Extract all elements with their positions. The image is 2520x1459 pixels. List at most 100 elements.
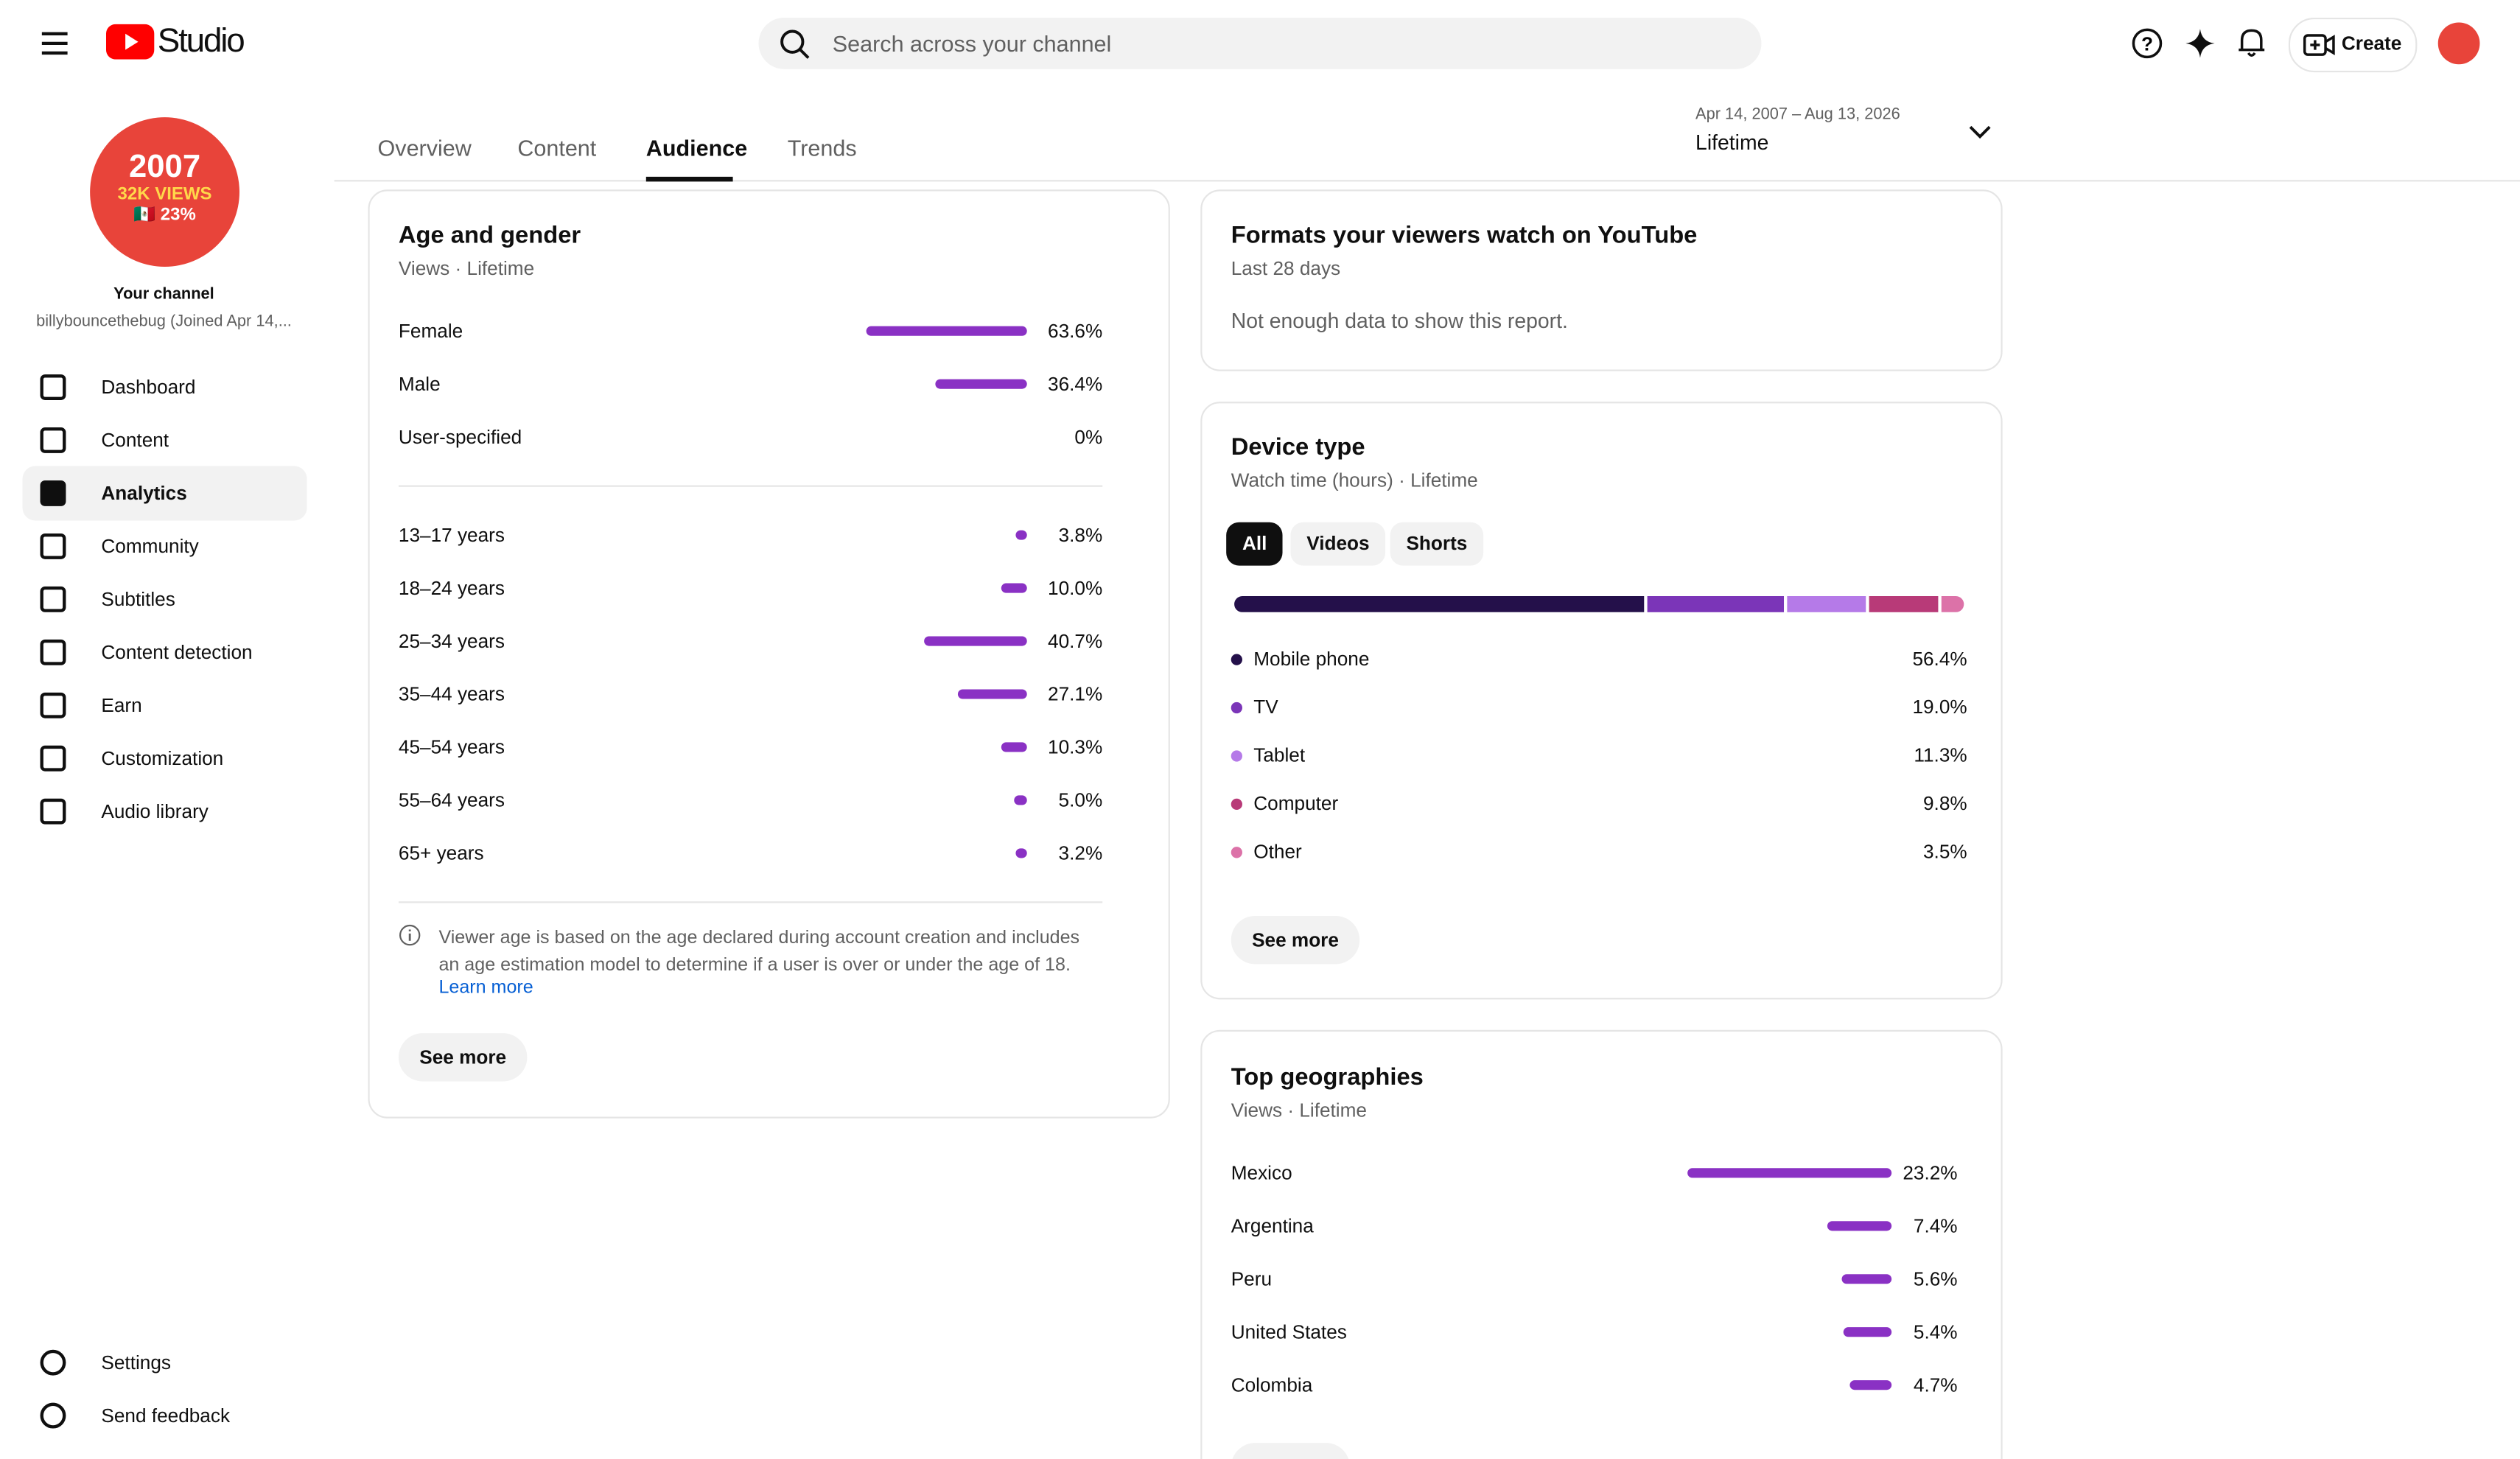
create-label: Create [2341, 32, 2402, 55]
row-label: Argentina [1231, 1214, 1314, 1238]
nav-item[interactable]: Content [101, 429, 169, 452]
device-segment [1234, 596, 1645, 612]
tab[interactable]: Content [517, 135, 597, 161]
device-label: Mobile phone [1253, 647, 1370, 671]
avatar-line: 🇲🇽 23% [133, 206, 196, 225]
device-value: 19.0% [1912, 696, 1967, 718]
row-value: 3.8% [1058, 523, 1103, 547]
bar [1015, 848, 1027, 858]
card-title: Device type [1231, 433, 1365, 461]
filter-chip[interactable]: Shorts [1390, 522, 1484, 566]
nav-item[interactable]: Content detection [101, 641, 253, 664]
device-segment [1786, 596, 1866, 612]
bar [1850, 1380, 1892, 1390]
avatar-line: 32K VIEWS [117, 184, 212, 204]
row-value: 40.7% [1048, 629, 1103, 653]
nav-item[interactable]: Community [101, 535, 199, 558]
row-label: User-specified [398, 425, 522, 449]
see-more-button[interactable] [1231, 1443, 1351, 1459]
bar [935, 379, 1027, 389]
nav-item[interactable]: Customization [101, 746, 224, 770]
bell-icon[interactable] [2237, 26, 2266, 58]
filter-chip[interactable]: Videos [1290, 522, 1386, 566]
nav-icon[interactable] [40, 639, 66, 665]
row-value: 3.2% [1058, 842, 1103, 865]
search-box[interactable]: Search across your channel [758, 17, 1762, 69]
row-value: 23.2% [1903, 1161, 1958, 1185]
nav-item[interactable]: Audio library [101, 800, 209, 823]
row-value: 4.7% [1913, 1374, 1958, 1396]
menu-icon[interactable] [41, 30, 71, 56]
nav-icon[interactable] [40, 427, 66, 453]
row-value: 10.0% [1048, 576, 1103, 600]
info-icon[interactable] [399, 924, 421, 947]
nav-icon[interactable] [40, 798, 66, 825]
row-label: 45–54 years [398, 735, 505, 759]
row-value: 5.0% [1058, 788, 1103, 812]
device-value: 56.4% [1912, 647, 1967, 671]
bar [1015, 530, 1027, 540]
nav-icon[interactable] [40, 692, 66, 718]
bar [1687, 1168, 1892, 1178]
learn-more-link[interactable]: Learn more [438, 978, 533, 998]
channel-avatar[interactable] [90, 117, 239, 267]
device-label: TV [1253, 696, 1278, 718]
row-label: Female [398, 319, 463, 343]
card-subtitle: Views · Lifetime [1231, 1099, 1367, 1122]
account-avatar[interactable] [2437, 22, 2480, 65]
card-subtitle: Views · Lifetime [398, 256, 535, 280]
create-button[interactable]: Create [2288, 17, 2418, 73]
dropdown-icon[interactable] [1969, 124, 1992, 140]
nav-icon[interactable] [40, 586, 66, 612]
legend-dot [1231, 798, 1242, 811]
row-label: Mexico [1231, 1161, 1292, 1185]
age-note: Viewer age is based on the age declared … [438, 928, 1080, 976]
nav-icon[interactable] [40, 374, 66, 400]
legend-dot [1231, 654, 1242, 665]
avatar-text: 2007 32K VIEWS 🇲🇽 23% [90, 151, 239, 228]
nav-item[interactable]: Send feedback [101, 1404, 231, 1427]
filter-chip[interactable]: All [1226, 522, 1284, 566]
row-value: 63.6% [1048, 319, 1103, 343]
see-more-button[interactable]: See more [1231, 915, 1360, 965]
row-value: 5.4% [1913, 1320, 1958, 1343]
row-label: 35–44 years [398, 682, 505, 706]
nav-icon[interactable] [40, 745, 66, 772]
row-label: Male [398, 372, 441, 396]
nav-item[interactable]: Subtitles [101, 588, 175, 611]
channel-subtitle: billybouncethebug (Joined Apr 14,... [36, 313, 292, 332]
tab[interactable]: Audience [645, 135, 748, 161]
avatar-line: 2007 [129, 149, 201, 185]
nav-item[interactable]: Dashboard [101, 376, 196, 399]
tabs-divider [334, 180, 2520, 182]
row-value: 36.4% [1048, 372, 1103, 396]
nav-item[interactable]: Earn [101, 694, 142, 717]
nav-item[interactable]: Analytics [101, 482, 187, 505]
row-label: 55–64 years [398, 788, 505, 812]
bar [958, 689, 1027, 699]
search-placeholder: Search across your channel [832, 30, 1112, 57]
help-icon[interactable]: ? [2131, 27, 2163, 60]
date-range[interactable]: Apr 14, 2007 – Aug 13, 2026 [1695, 105, 1900, 124]
nav-icon[interactable] [40, 480, 66, 506]
nav-item[interactable]: Settings [101, 1351, 171, 1374]
bar [1014, 795, 1027, 805]
empty-message: Not enough data to show this report. [1231, 308, 1568, 333]
nav-icon[interactable] [40, 1349, 66, 1376]
nav-icon[interactable] [40, 533, 66, 559]
logo-icon[interactable] [105, 24, 155, 60]
date-label[interactable]: Lifetime [1695, 130, 1769, 155]
spark-icon[interactable] [2184, 27, 2216, 60]
divider [398, 485, 1103, 487]
card-subtitle: Watch time (hours) · Lifetime [1231, 469, 1478, 492]
device-segment [1941, 596, 1964, 612]
see-more-button[interactable]: See more [398, 1033, 528, 1082]
tab[interactable]: Overview [377, 135, 472, 161]
brand[interactable]: Studio [157, 22, 245, 60]
card-title: Top geographies [1231, 1063, 1424, 1091]
device-segment [1648, 596, 1784, 612]
card-title: Formats your viewers watch on YouTube [1231, 221, 1698, 249]
card-title: Age and gender [398, 221, 581, 249]
nav-icon[interactable] [40, 1402, 66, 1429]
tab[interactable]: Trends [787, 135, 857, 161]
